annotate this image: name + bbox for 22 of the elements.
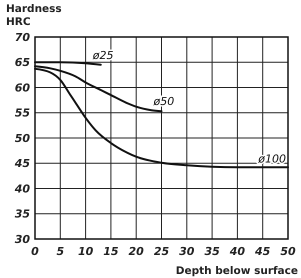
x-tick-label: 40 [228, 245, 246, 258]
x-tick-label: 10 [78, 245, 94, 258]
y-tick-label: 50 [14, 132, 30, 145]
y-tick-label: 40 [14, 182, 30, 196]
x-tick-label: 20 [128, 245, 144, 258]
x-tick-label: 35 [204, 245, 220, 258]
y-axis-title: Hardness HRC [6, 3, 62, 28]
y-tick-label: 55 [14, 106, 30, 120]
y-tick-label: 70 [14, 30, 30, 44]
y-tick-label: 60 [14, 81, 30, 94]
x-tick-label: 5 [56, 245, 64, 258]
y-tick-label: 30 [14, 232, 30, 246]
y-tick-label: 65 [14, 56, 30, 70]
x-tick-label: 15 [103, 245, 119, 258]
y-tick-label: 35 [14, 208, 30, 221]
x-tick-label: 30 [179, 245, 195, 258]
x-tick-label: 25 [154, 245, 170, 258]
y-tick-label: 45 [14, 157, 30, 170]
x-axis-title: Depth below surface [176, 265, 298, 277]
x-tick-label: 45 [254, 245, 271, 258]
x-tick-label: 0 [31, 245, 40, 258]
x-tick-label: 50 [280, 245, 296, 258]
